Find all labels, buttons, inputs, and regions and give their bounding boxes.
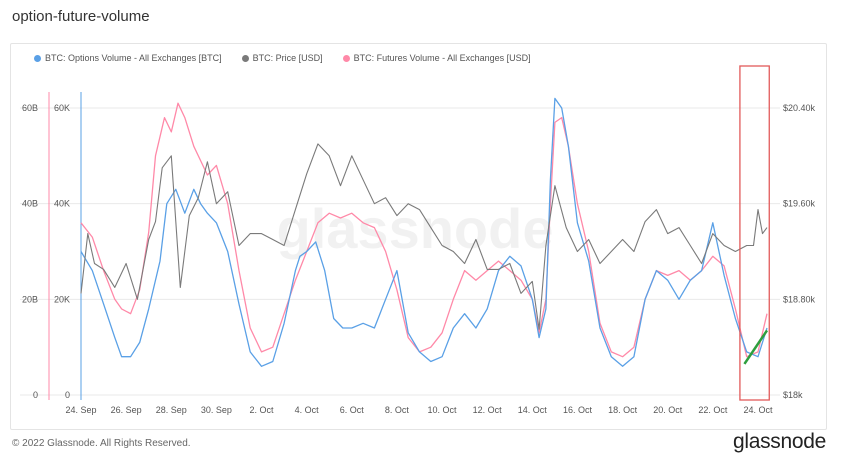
- x-tick: 24. Oct: [743, 405, 773, 415]
- x-tick: 30. Sep: [201, 405, 232, 415]
- x-tick: 28. Sep: [156, 405, 187, 415]
- legend-item-options[interactable]: BTC: Options Volume - All Exchanges [BTC…: [34, 51, 222, 65]
- y-tick-options: 40K: [54, 199, 70, 209]
- x-tick: 16. Oct: [563, 405, 593, 415]
- grid-lines: [20, 107, 780, 396]
- tick-labels: 0 20B 40B 60B 0 20K 40K 60K $18k $18.80k $19.60k $2…: [22, 103, 816, 415]
- legend-item-futures[interactable]: BTC: Futures Volume - All Exchanges [USD…: [342, 51, 531, 65]
- y-tick-price: $18k: [783, 390, 803, 400]
- brand-logo: glassnode: [732, 430, 826, 453]
- copyright-text: © 2022 Glassnode. All Rights Reserved.: [12, 438, 191, 449]
- x-tick: 6. Oct: [340, 405, 365, 415]
- x-tick: 2. Oct: [250, 405, 275, 415]
- y-tick-futures: 40B: [22, 199, 38, 209]
- annotation-layer: [739, 65, 770, 401]
- x-tick: 20. Oct: [653, 405, 683, 415]
- y-tick-futures: 20B: [22, 294, 38, 304]
- x-tick: 4. Oct: [295, 405, 320, 415]
- legend-label-options: BTC: Options Volume - All Exchanges [BTC…: [45, 53, 222, 63]
- trend-arrow: [743, 329, 769, 365]
- x-tick: 26. Sep: [111, 405, 142, 415]
- chart-panel: [10, 43, 827, 430]
- legend-item-price[interactable]: BTC: Price [USD]: [241, 51, 323, 65]
- chart-legend: BTC: Options Volume - All Exchanges [BTC…: [34, 51, 531, 65]
- x-tick: 24. Sep: [65, 405, 96, 415]
- series-line-options: [80, 97, 768, 367]
- y-tick-options: 0: [65, 390, 70, 400]
- highlight-box: [739, 65, 770, 401]
- y-tick-price: $19.60k: [783, 199, 816, 209]
- y-tick-futures: 60B: [22, 103, 38, 113]
- legend-label-futures: BTC: Futures Volume - All Exchanges [USD…: [353, 53, 531, 63]
- x-tick: 18. Oct: [608, 405, 638, 415]
- series-layer: [80, 97, 768, 367]
- y-tick-options: 20K: [54, 294, 70, 304]
- page-title: option-future-volume: [12, 8, 150, 25]
- x-tick: 14. Oct: [518, 405, 548, 415]
- x-tick: 8. Oct: [385, 405, 410, 415]
- x-tick: 10. Oct: [428, 405, 458, 415]
- legend-swatch-price: [241, 54, 249, 62]
- x-tick: 12. Oct: [473, 405, 503, 415]
- y-tick-price: $18.80k: [783, 294, 816, 304]
- y-tick-futures: 0: [33, 390, 38, 400]
- x-tick: 22. Oct: [698, 405, 728, 415]
- y-tick-price: $20.40k: [783, 103, 816, 113]
- legend-swatch-options: [34, 54, 41, 62]
- y-tick-options: 60K: [54, 103, 70, 113]
- legend-swatch-futures: [342, 54, 350, 62]
- series-line-price: [80, 143, 768, 330]
- legend-label-price: BTC: Price [USD]: [252, 53, 323, 63]
